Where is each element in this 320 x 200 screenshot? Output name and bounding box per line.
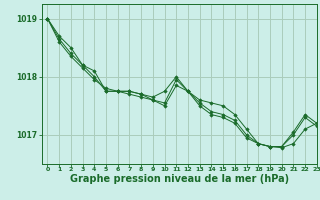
X-axis label: Graphe pression niveau de la mer (hPa): Graphe pression niveau de la mer (hPa) — [70, 174, 289, 184]
